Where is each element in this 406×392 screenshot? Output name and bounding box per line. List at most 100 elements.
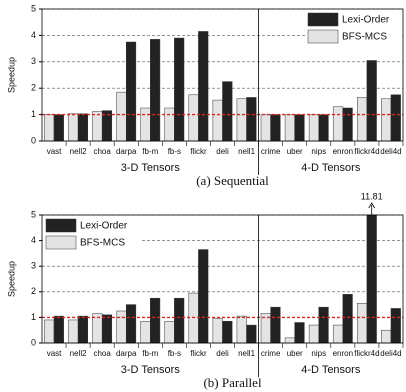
bar [92, 111, 103, 142]
y-tick-label: 1 [31, 312, 36, 322]
group-label: 3-D Tensors [121, 364, 181, 376]
bar [357, 303, 368, 344]
bar [164, 320, 175, 344]
legend-swatch [307, 12, 339, 27]
y-tick-label: 3 [31, 56, 36, 66]
bar [140, 107, 151, 142]
bar [342, 294, 353, 344]
bar [236, 98, 247, 142]
bar [125, 41, 137, 142]
x-tick-label: nell2 [70, 349, 87, 358]
bar [164, 107, 175, 142]
bar [246, 97, 257, 142]
bar [318, 306, 329, 344]
x-tick-label: flickr [190, 349, 207, 358]
x-tick-label: choa [93, 349, 111, 358]
annotation: 11.81 [361, 191, 383, 201]
bar [284, 114, 295, 142]
bar [246, 324, 257, 344]
subtitle: (a) Sequential [196, 173, 269, 188]
bar [222, 81, 233, 142]
x-tick-label: fb-s [168, 147, 181, 156]
bar [390, 94, 401, 142]
bar [212, 318, 223, 344]
legend-swatch [45, 218, 77, 233]
bar [381, 98, 392, 142]
group-label: 4-D Tensors [301, 364, 361, 376]
bar [390, 308, 401, 344]
bar [174, 37, 185, 142]
bar [198, 249, 209, 344]
y-tick-label: 4 [31, 235, 36, 245]
y-tick-label: 5 [31, 3, 36, 13]
x-tick-label: crime [261, 147, 281, 156]
bar [140, 320, 151, 344]
legend-swatch [307, 29, 339, 44]
x-tick-label: nell1 [238, 147, 255, 156]
bar [236, 315, 247, 344]
y-tick-label: 1 [31, 109, 36, 119]
y-tick-label: 2 [31, 83, 36, 93]
bar [381, 329, 392, 344]
bar [270, 306, 281, 344]
x-tick-label: darpa [116, 147, 137, 156]
bar [44, 319, 55, 344]
legend-swatch [45, 235, 77, 250]
group-label: 3-D Tensors [121, 162, 181, 174]
x-tick-label: fb-s [168, 349, 181, 358]
bar [53, 315, 64, 344]
x-tick-label: fb-m [142, 147, 158, 156]
bar [308, 324, 320, 344]
y-axis-label: Speedup [6, 261, 16, 297]
bar [150, 297, 161, 344]
bar [270, 114, 281, 142]
bar [260, 114, 271, 142]
x-tick-label: vast [47, 147, 62, 156]
bar [68, 113, 79, 142]
x-tick-label: choa [93, 147, 111, 156]
bar [308, 114, 320, 142]
legend-label: Lexi-Order [342, 15, 390, 26]
y-tick-label: 4 [31, 30, 36, 40]
x-tick-label: deli [216, 349, 229, 358]
x-tick-label: nell1 [238, 349, 255, 358]
x-tick-label: nips [311, 349, 326, 358]
bar [332, 324, 344, 344]
x-tick-label: flickr [190, 147, 207, 156]
bar [101, 314, 113, 344]
group-label: 4-D Tensors [301, 162, 361, 174]
y-tick-label: 2 [31, 286, 36, 296]
bar [284, 337, 295, 344]
legend-label: BFS-MCS [342, 32, 387, 43]
y-tick-label: 3 [31, 261, 36, 271]
x-tick-label: flickr4d [354, 349, 379, 358]
x-tick-label: deli [216, 147, 229, 156]
bar [342, 107, 353, 142]
bar [77, 315, 88, 344]
x-tick-label: uber [287, 147, 303, 156]
x-tick-label: enron [333, 147, 353, 156]
x-tick-label: fb-m [142, 349, 158, 358]
bar [212, 99, 223, 142]
x-tick-label: flickr4d [354, 147, 379, 156]
plot-frame [41, 214, 404, 344]
bar [174, 297, 185, 344]
bar [53, 114, 64, 142]
bar [294, 322, 305, 344]
bar [116, 91, 127, 142]
x-tick-label: enron [333, 349, 353, 358]
bar [68, 319, 79, 344]
x-tick-label: vast [47, 349, 62, 358]
plot-frame [41, 8, 404, 142]
bar [116, 310, 127, 344]
bar [150, 39, 161, 142]
y-axis-label: Speedup [6, 57, 16, 93]
bar [366, 60, 377, 142]
legend-label: Lexi-Order [80, 221, 128, 232]
bar [366, 214, 377, 344]
bar [125, 304, 137, 344]
bar [294, 114, 305, 142]
subtitle: (b) Parallel [203, 375, 262, 390]
annotation-arrowhead [368, 202, 376, 209]
